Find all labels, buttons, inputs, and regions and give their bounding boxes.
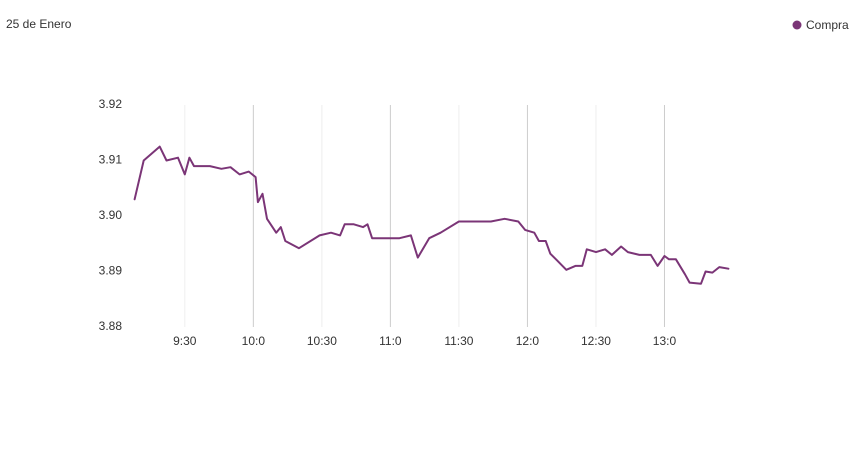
line	[133, 145, 730, 285]
y-tick-label: 3.92	[99, 97, 123, 111]
y-tick-label: 3.91	[99, 153, 123, 167]
legend-label: Compra	[806, 18, 849, 32]
legend-marker	[792, 20, 802, 30]
x-tick-label: 10:30	[307, 334, 337, 348]
x-tick-label: 11:30	[444, 334, 473, 348]
y-tick-label: 3.90	[99, 208, 123, 222]
x-tick-label: 9:30	[173, 334, 197, 348]
x-tick-label: 11:0	[379, 334, 402, 348]
y-tick-label: 3.89	[99, 264, 123, 278]
chart-title: 25 de Enero	[6, 17, 72, 31]
y-tick-label: 3.88	[99, 319, 123, 333]
x-tick-label: 12:30	[581, 334, 611, 348]
x-tick-label: 10:0	[242, 334, 266, 348]
x-tick-label: 12:0	[516, 334, 540, 348]
x-tick-label: 13:0	[653, 334, 677, 348]
